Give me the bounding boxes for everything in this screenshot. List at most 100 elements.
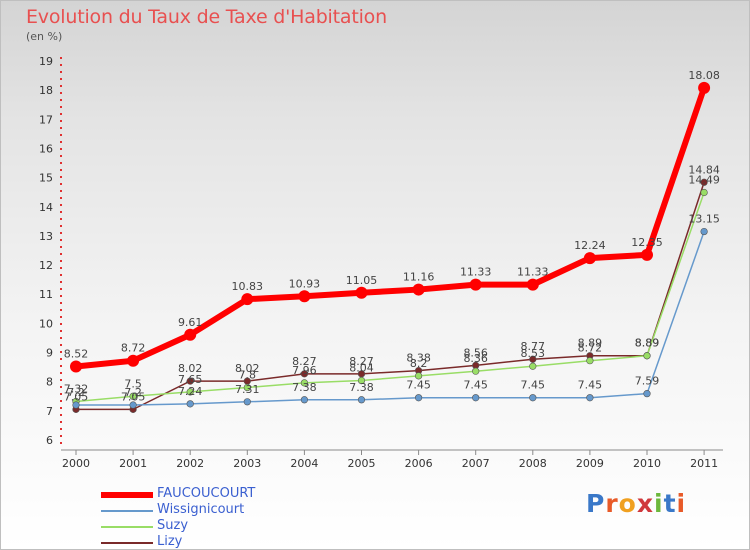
chart-legend: FAUCOUCOURT Wissignicourt Suzy Lizy <box>101 486 351 549</box>
x-tick-label: 2006 <box>405 457 433 470</box>
data-point <box>700 227 708 236</box>
y-tick-label: 10 <box>39 317 53 330</box>
data-label: 9.61 <box>178 316 203 329</box>
y-tick-label: 12 <box>39 259 53 272</box>
legend-item: Suzy <box>101 518 351 535</box>
x-tick-label: 2010 <box>633 457 661 470</box>
y-tick-label: 18 <box>39 84 53 97</box>
legend-label: Wissignicourt <box>157 502 245 517</box>
data-point <box>186 400 194 408</box>
data-point <box>298 290 311 303</box>
series-line <box>76 231 705 406</box>
data-label: 8.02 <box>178 362 203 375</box>
data-point <box>300 379 309 387</box>
series-faucoucourt <box>70 81 711 373</box>
data-point <box>300 396 309 404</box>
data-label: 8.89 <box>635 337 660 350</box>
legend-item: FAUCOUCOURT <box>101 486 351 503</box>
data-label: 8.72 <box>578 342 603 355</box>
data-point <box>472 367 480 375</box>
data-point <box>526 278 539 291</box>
data-label: 14.49 <box>688 173 720 186</box>
data-label: 8.36 <box>463 352 488 365</box>
data-point <box>300 370 309 378</box>
y-tick-label: 14 <box>39 201 53 214</box>
data-label: 7.05 <box>121 390 146 403</box>
y-tick-label: 7 <box>46 405 53 418</box>
y-tick-label: 9 <box>46 347 53 360</box>
data-point <box>355 286 368 299</box>
data-label: 11.05 <box>346 274 378 287</box>
data-label: 7.45 <box>463 379 488 392</box>
data-label: 8.2 <box>410 357 428 370</box>
data-point <box>529 362 537 370</box>
data-label: 7.45 <box>406 379 431 392</box>
data-point <box>72 401 80 409</box>
y-tick-label: 17 <box>39 113 53 126</box>
data-label: 8.38 <box>406 352 431 365</box>
data-label: 8.02 <box>235 362 260 375</box>
logo-letter: i <box>654 489 664 518</box>
chart-subtitle: (en %) <box>26 30 63 43</box>
data-label: 12.35 <box>631 236 663 249</box>
data-label: 7.31 <box>235 383 260 396</box>
data-label: 8.27 <box>349 355 374 368</box>
data-label: 8.53 <box>521 347 546 360</box>
data-label: 10.93 <box>289 277 321 290</box>
legend-swatch <box>101 492 153 498</box>
data-label: 8.72 <box>121 342 146 355</box>
x-tick-label: 2000 <box>62 457 90 470</box>
data-label: 14.84 <box>688 163 720 176</box>
data-label: 7.65 <box>178 373 203 386</box>
legend-swatch <box>101 542 153 544</box>
data-label: 8.89 <box>635 337 660 350</box>
x-tick-label: 2005 <box>348 457 376 470</box>
data-point <box>641 248 653 261</box>
y-tick-label: 16 <box>39 142 53 155</box>
logo-letter: r <box>605 489 619 518</box>
data-label: 7.96 <box>292 364 317 377</box>
series-line <box>75 192 705 403</box>
data-point <box>186 377 194 385</box>
data-label: 7.2 <box>67 386 85 399</box>
logo-letter: x <box>636 489 654 518</box>
legend-swatch <box>101 526 153 528</box>
data-point <box>412 283 425 296</box>
data-label: 10.83 <box>232 280 264 293</box>
data-label: 7.38 <box>349 381 374 394</box>
data-point <box>129 401 137 409</box>
data-point <box>241 293 254 306</box>
logo-letter: P <box>586 489 606 518</box>
y-tick-label: 11 <box>39 288 53 301</box>
data-label: 7.45 <box>578 379 603 392</box>
data-point <box>127 354 140 367</box>
data-point <box>184 328 197 341</box>
y-tick-label: 6 <box>46 434 53 447</box>
series-suzy <box>72 188 708 406</box>
x-tick-label: 2002 <box>176 457 204 470</box>
data-point <box>243 398 251 406</box>
data-point <box>529 394 537 402</box>
data-label: 7.38 <box>292 381 317 394</box>
data-label: 11.33 <box>460 266 492 279</box>
legend-label: FAUCOUCOURT <box>157 486 256 501</box>
logo-letter: t <box>663 489 677 518</box>
data-label: 7.32 <box>64 383 89 396</box>
data-label: 7.2 <box>124 386 142 399</box>
chart-title: Evolution du Taux de Taxe d'Habitation <box>26 6 387 28</box>
series-wissignicourt <box>72 227 708 409</box>
data-point <box>472 394 480 402</box>
data-point <box>583 252 596 265</box>
data-point <box>129 392 137 400</box>
data-label: 8.04 <box>349 362 374 375</box>
series-line <box>76 182 705 411</box>
y-tick-label: 13 <box>39 230 53 243</box>
data-label: 7.8 <box>239 369 257 382</box>
data-point <box>357 396 366 404</box>
data-point <box>415 394 423 402</box>
data-point <box>586 394 594 402</box>
data-label: 11.33 <box>517 266 549 279</box>
data-label: 18.08 <box>688 69 720 82</box>
x-tick-label: 2008 <box>519 457 547 470</box>
